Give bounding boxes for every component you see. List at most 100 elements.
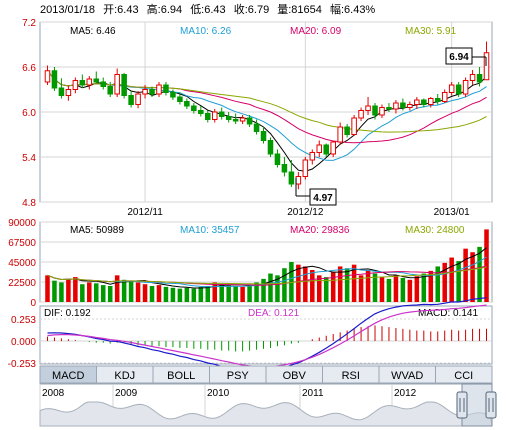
tab-cci[interactable]: CCI (435, 365, 493, 384)
candle-down (434, 94, 441, 105)
volume-bar (261, 278, 266, 302)
candle-down (232, 113, 239, 124)
volume-bar (128, 280, 134, 302)
volume-ma-lines (47, 247, 487, 289)
volume-bar (247, 286, 252, 302)
candle-down (93, 71, 100, 84)
volume-y-tick: 45000 (8, 258, 36, 269)
candle-down (218, 107, 225, 120)
tab-label: KDJ (114, 370, 135, 382)
candle-body (414, 99, 420, 105)
candle-body (441, 92, 448, 102)
candle-down (246, 115, 253, 127)
candle-down (184, 98, 190, 109)
volume-bar (233, 286, 238, 302)
price-ma10-label: MA10: 6.26 (180, 26, 232, 37)
tab-macd[interactable]: MACD (39, 365, 97, 384)
candle-body (65, 89, 72, 96)
candle-body (295, 176, 302, 185)
tab-boll[interactable]: BOLL (152, 365, 210, 384)
ma30-line (47, 70, 487, 133)
candle-body (372, 105, 378, 116)
price-x-tick: 2013/01 (434, 207, 471, 218)
tab-rsi[interactable]: RSI (322, 365, 380, 384)
tab-obv[interactable]: OBV (265, 365, 323, 384)
candle-body (246, 117, 253, 125)
candle-body (309, 152, 316, 161)
tab-kdj[interactable]: KDJ (96, 365, 154, 384)
volume-bar (100, 285, 106, 302)
macd-legend: DIF: 0.192 DEA: 0.121 MACD: 0.141 (44, 308, 478, 319)
candle-body (386, 107, 392, 110)
candle-body (351, 117, 357, 135)
volume-bar (87, 282, 92, 302)
macd-y-tick: -0.253 (8, 359, 37, 370)
candle-down (51, 67, 58, 91)
header-date: 2013/01/18 (40, 4, 95, 16)
tab-label: MACD (52, 370, 84, 382)
header-bar: 2013/01/18 开:6.43 高:6.94 低:6.43 收:6.79 量… (40, 2, 375, 16)
tab-psy[interactable]: PSY (209, 365, 267, 384)
candle-down (177, 92, 183, 105)
candle-down (79, 74, 86, 88)
navigator-year-label: 2011 (302, 388, 324, 399)
volume-bar (323, 277, 329, 302)
candle-up (469, 70, 476, 85)
volume-bar (142, 284, 148, 302)
candle-up (441, 89, 448, 103)
volume-ma10-label: MA10: 35457 (180, 225, 240, 236)
candle-down (400, 98, 406, 111)
volume-bar (275, 275, 280, 302)
candle-body (455, 84, 462, 95)
volume-bar (358, 275, 364, 302)
volume-bar (177, 288, 183, 302)
volume-bar (107, 286, 113, 302)
candle-body (114, 74, 120, 95)
volume-bar (114, 275, 120, 302)
volume-bar (94, 283, 99, 302)
candle-body (337, 126, 343, 143)
candle-down (455, 82, 462, 97)
volume-bar (226, 285, 231, 302)
volume-bars (45, 229, 489, 302)
candle-body (205, 113, 211, 120)
candle-body (93, 78, 100, 83)
candle-up (135, 91, 141, 109)
candle-body (469, 74, 476, 81)
volume-bar (365, 270, 371, 302)
candle-up (428, 97, 434, 108)
candle-body (100, 81, 106, 87)
volume-bar (470, 252, 475, 302)
tab-background[interactable] (435, 365, 493, 384)
navigator-left-handle[interactable] (456, 391, 468, 419)
volume-bar (456, 261, 461, 302)
header-open: 开:6.43 (103, 4, 138, 16)
candle-body (421, 99, 427, 105)
candle-body (462, 80, 469, 95)
indicator-tabs: MACD KDJ BOLL PSY OBV RSI WVAD CCI (39, 365, 493, 384)
price-x-tick: 2012/11 (127, 207, 163, 218)
candle-down (421, 98, 427, 108)
candle-body (274, 153, 281, 165)
volume-bar (435, 266, 440, 302)
volume-ma30-line (47, 266, 487, 285)
volume-bar (337, 266, 343, 302)
candle-body (163, 84, 169, 93)
volume-y-tick: 0 (30, 298, 36, 309)
ma10-line (47, 70, 487, 161)
candle-body (448, 84, 455, 93)
candle-up (156, 82, 162, 97)
candle-down (344, 124, 350, 138)
candle-up (44, 65, 51, 85)
tab-wvad[interactable]: WVAD (378, 365, 436, 384)
candle-down (476, 67, 483, 87)
candle-up (114, 68, 120, 97)
candle-up (316, 140, 323, 157)
candle-down (267, 137, 274, 157)
candle-down (58, 78, 65, 99)
candle-up (337, 122, 343, 145)
navigator-right-handle[interactable] (485, 391, 497, 419)
candle-body (330, 141, 336, 155)
candle-body (218, 111, 225, 117)
high-callout: 6.94 (445, 47, 487, 66)
